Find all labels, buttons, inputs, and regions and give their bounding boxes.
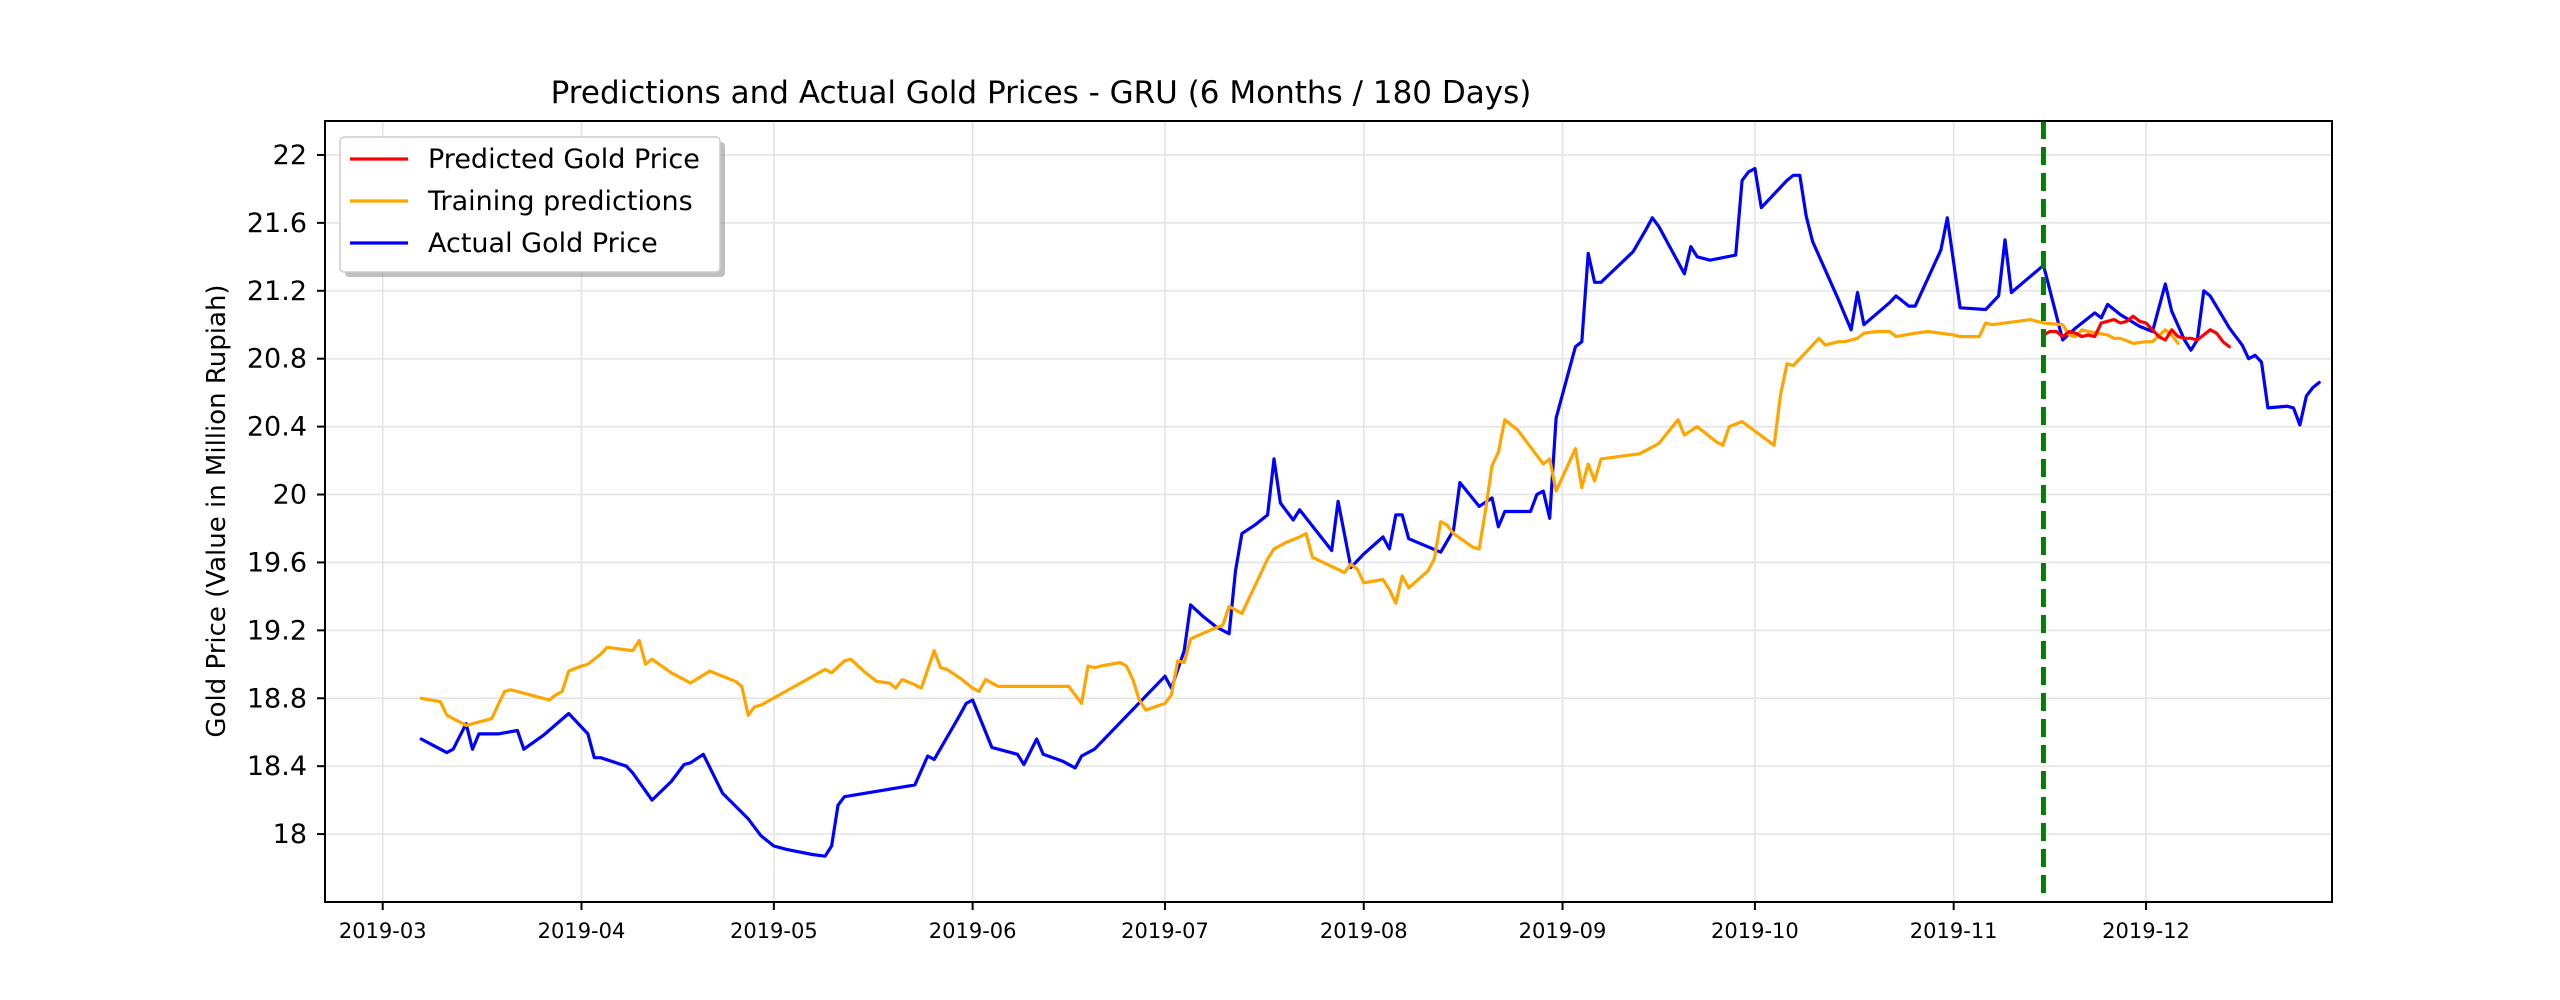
y-tick-label: 18 xyxy=(273,819,307,850)
x-tick-label: 2019-03 xyxy=(339,919,427,943)
actual-gold-price-line xyxy=(419,166,2321,858)
y-tick-label: 18.8 xyxy=(247,683,307,714)
x-tick-label: 2019-06 xyxy=(929,919,1017,943)
plot-frame xyxy=(324,120,2333,903)
chart-title: Predictions and Actual Gold Prices - GRU… xyxy=(551,75,1532,111)
x-tick-label: 2019-05 xyxy=(730,919,818,943)
y-tick-label: 18.4 xyxy=(247,751,307,782)
x-tick-label: 2019-09 xyxy=(1519,919,1607,943)
predicted-gold-price-line xyxy=(2041,314,2231,349)
x-axis: 2019-03 2019-04 2019-05 2019-06 2019-07 2019-… xyxy=(339,902,2190,943)
plot-lines xyxy=(419,166,2321,858)
legend-label-predicted-gold-price: Predicted Gold Price xyxy=(428,144,700,175)
training-predictions-line xyxy=(419,318,2180,728)
y-tick-label: 22 xyxy=(273,140,307,171)
y-tick-label: 21.2 xyxy=(247,276,307,307)
x-tick-label: 2019-10 xyxy=(1711,919,1799,943)
legend-label-training-predictions: Training predictions xyxy=(427,186,693,217)
legend-label-actual-gold-price: Actual Gold Price xyxy=(428,228,658,259)
y-tick-label: 20.4 xyxy=(247,412,307,443)
x-tick-label: 2019-07 xyxy=(1121,919,1209,943)
y-tick-label: 20.8 xyxy=(247,344,307,375)
gridlines xyxy=(325,121,2332,902)
y-axis: 18 18.4 18.8 19.2 19.6 20 20.4 20.8 21.2 21.6 22 xyxy=(247,140,325,850)
x-tick-label: 2019-04 xyxy=(538,919,626,943)
legend: Predicted Gold Price Training predictions… xyxy=(339,136,725,277)
y-axis-label: Gold Price (Value in Million Rupiah) xyxy=(202,284,232,737)
y-tick-label: 20 xyxy=(273,480,307,511)
y-tick-label: 21.6 xyxy=(247,208,307,239)
legend-box xyxy=(339,136,721,273)
x-tick-label: 2019-11 xyxy=(1910,919,1998,943)
x-tick-label: 2019-08 xyxy=(1320,919,1408,943)
y-tick-label: 19.6 xyxy=(247,547,307,578)
y-tick-label: 19.2 xyxy=(247,615,307,646)
x-tick-label: 2019-12 xyxy=(2102,919,2190,943)
